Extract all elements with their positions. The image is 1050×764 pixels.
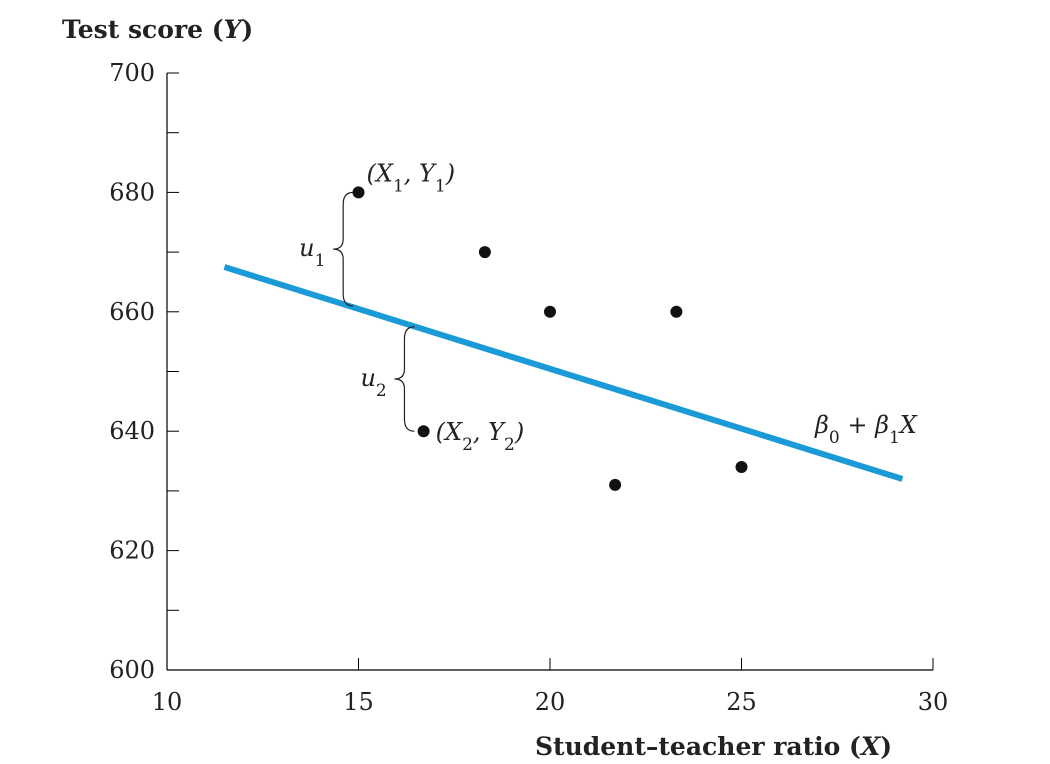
y-tick-label: 600 bbox=[109, 656, 155, 684]
brace-u1 bbox=[333, 191, 354, 307]
data-point bbox=[417, 425, 430, 438]
point-label-x1y1: (X1, Y1) bbox=[367, 159, 456, 196]
point-label-x2y2: (X2, Y2) bbox=[436, 418, 525, 455]
x-tick-label: 15 bbox=[343, 688, 374, 716]
axis-ticks: 600 620 640 660 680 700 10 15 20 25 30 bbox=[109, 59, 948, 716]
annotation-labels: (X1, Y1) (X2, Y2) u1 u2 β0 + β1X bbox=[299, 159, 918, 455]
y-axis-title: Test score (Y) bbox=[62, 15, 253, 44]
x-tick-label: 25 bbox=[726, 688, 757, 716]
data-point bbox=[609, 478, 622, 491]
x-tick-label: 30 bbox=[918, 688, 949, 716]
y-tick-label: 680 bbox=[109, 178, 155, 206]
y-tick-label: 620 bbox=[109, 537, 155, 565]
data-point bbox=[544, 305, 556, 318]
x-tick-label: 20 bbox=[535, 688, 566, 716]
x-axis-title: Student–teacher ratio (X) bbox=[535, 732, 892, 761]
residual-braces bbox=[333, 191, 415, 432]
residual-label-u1: u1 bbox=[299, 234, 325, 271]
data-point bbox=[352, 186, 365, 199]
data-point bbox=[670, 305, 683, 318]
data-point bbox=[478, 246, 491, 259]
regression-line-label: β0 + β1X bbox=[814, 411, 918, 448]
x-tick-label: 10 bbox=[152, 688, 183, 716]
data-points bbox=[352, 186, 748, 491]
y-tick-label: 660 bbox=[109, 298, 155, 326]
brace-u2 bbox=[394, 326, 415, 432]
residual-label-u2: u2 bbox=[360, 364, 386, 401]
regression-line bbox=[223, 264, 904, 482]
regression-line-group bbox=[223, 264, 904, 482]
y-tick-label: 700 bbox=[109, 59, 155, 87]
y-tick-label: 640 bbox=[109, 417, 155, 445]
data-point bbox=[735, 461, 748, 474]
